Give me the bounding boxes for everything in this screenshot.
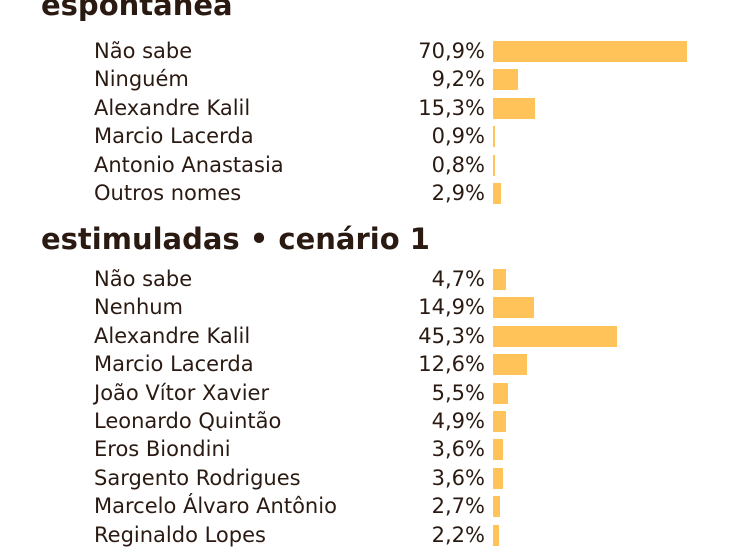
bar [493,382,509,404]
bar [493,496,501,518]
bar-row: Não sabe 70,9% [0,37,751,65]
bar-category-label: Outros nomes [94,181,242,205]
bar-value-label: 12,6% [418,352,485,377]
bar-value-label: 14,9% [418,295,485,320]
bar-category-label: Marcio Lacerda [94,124,254,149]
bar-row: Nenhum 14,9% [0,293,751,321]
bar-row: Outros nomes 2,9% [0,179,751,207]
bar-value-label: 15,3% [418,95,485,120]
bar [493,297,534,319]
bar-value-label: 2,9% [431,181,485,205]
bar-row: Alexandre Kalil 15,3% [0,94,751,122]
bar [493,524,500,546]
bar-value-label: 9,2% [431,67,485,92]
bar-row: Sargento Rodrigues 3,6% [0,464,751,492]
bar-category-label: Não sabe [94,39,193,63]
bar-value-label: 3,6% [431,437,485,462]
bar [493,325,617,347]
bar [493,411,507,432]
bar [493,183,501,204]
bar-category-label: Marcelo Álvaro Antônio [94,494,337,519]
bar-row: Marcio Lacerda 12,6% [0,350,751,378]
bar-row: Reginaldo Lopes 2,2% [0,521,751,549]
bar [493,154,496,176]
bar-category-label: Não sabe [94,267,193,291]
bar-value-label: 45,3% [418,323,485,348]
bar-value-label: 4,9% [431,409,485,433]
bar-row: Não sabe 4,7% [0,265,751,293]
bar-category-label: Leonardo Quintão [94,409,282,433]
bar-row: Alexandre Kalil 45,3% [0,322,751,350]
bar-category-label: Ninguém [94,67,189,92]
bar [493,41,687,62]
bar [493,467,503,489]
section-title-espontanea: espontânea [41,0,233,22]
bar-row: Ninguém 9,2% [0,65,751,93]
bar-category-label: Antonio Anastasia [94,152,284,177]
bar-value-label: 0,8% [431,152,485,177]
bar-value-label: 3,6% [431,465,485,490]
bar-category-label: Eros Biondini [94,437,231,462]
bar-row: Marcelo Álvaro Antônio 2,7% [0,492,751,520]
bar-category-label: Reginaldo Lopes [94,522,266,547]
bar-row: João Vítor Xavier 5,5% [0,379,751,407]
bar-category-label: Sargento Rodrigues [94,465,301,490]
bar-category-label: João Vítor Xavier [94,380,270,405]
bar-category-label: Alexandre Kalil [94,323,251,348]
bar [493,354,528,376]
bar-value-label: 0,9% [431,124,485,149]
bar [493,439,503,461]
bar [493,126,496,148]
bar-row: Eros Biondini 3,6% [0,435,751,463]
bar-row: Antonio Anastasia 0,8% [0,151,751,179]
bar-row: Leonardo Quintão 4,9% [0,407,751,435]
bar [493,97,535,119]
bar [493,69,519,91]
bar-value-label: 70,9% [418,39,485,63]
section-title-estimuladas: estimuladas • cenário 1 [41,222,430,256]
bar-row: Marcio Lacerda 0,9% [0,122,751,150]
bar-value-label: 2,2% [431,522,485,547]
bar-value-label: 2,7% [431,494,485,519]
bar-category-label: Alexandre Kalil [94,95,251,120]
bar [493,269,506,290]
bar-value-label: 4,7% [431,267,485,291]
bar-value-label: 5,5% [431,380,485,405]
bar-category-label: Nenhum [94,295,184,320]
bar-category-label: Marcio Lacerda [94,352,254,377]
